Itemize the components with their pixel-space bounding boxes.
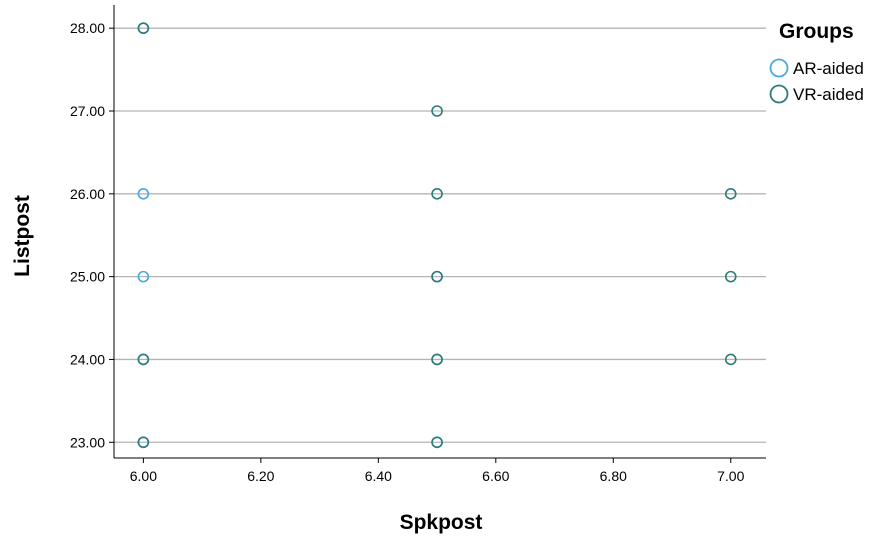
data-point: [137, 436, 150, 449]
legend-title: Groups: [779, 20, 854, 43]
data-point: [137, 188, 150, 200]
legend-label: VR-aided: [793, 85, 864, 104]
data-point: [137, 270, 150, 283]
x-tick-labels: 6.00 6.20 6.40 6.60 6.80 7.00: [130, 468, 745, 484]
legend-item: AR-aided: [769, 58, 864, 78]
legend-item: VR-aided: [769, 84, 864, 104]
y-tick-label: 24.00: [70, 351, 105, 367]
x-tick-label: 6.80: [600, 468, 627, 484]
data-point: [431, 270, 443, 283]
legend-items: AR-aided VR-aided: [769, 58, 864, 104]
x-tick-label: 6.20: [247, 468, 274, 484]
legend-marker: [769, 58, 789, 78]
y-tick-labels: 23.00 24.00 25.00 26.00 27.00 28.00: [70, 20, 105, 450]
y-tick-label: 27.00: [70, 103, 105, 119]
gridlines: [114, 27, 766, 443]
legend: Groups AR-aided VR-aided: [769, 20, 864, 104]
data-point: [431, 436, 443, 449]
x-tick-label: 6.60: [482, 468, 509, 484]
y-tick-label: 28.00: [70, 20, 105, 36]
y-axis-title: Listpost: [11, 195, 34, 277]
data-point: [431, 105, 443, 117]
data-point: [724, 270, 737, 283]
x-tick-label: 6.40: [365, 468, 392, 484]
axes: [109, 5, 766, 463]
series-vr-aided: [137, 22, 737, 449]
data-point: [724, 353, 737, 366]
data-point: [724, 188, 737, 200]
data-point: [431, 188, 443, 200]
x-tick-label: 7.00: [717, 468, 744, 484]
data-point: [137, 353, 150, 366]
x-axis-title: Spkpost: [400, 511, 483, 534]
legend-marker: [769, 84, 789, 104]
x-tick-label: 6.00: [130, 468, 157, 484]
y-tick-label: 23.00: [70, 434, 105, 450]
legend-label: AR-aided: [793, 59, 864, 78]
data-points: [137, 22, 737, 449]
series-ar-aided: [137, 22, 443, 449]
y-tick-label: 25.00: [70, 269, 105, 285]
y-tick-label: 26.00: [70, 186, 105, 202]
data-point: [431, 353, 443, 366]
data-point: [137, 22, 150, 34]
